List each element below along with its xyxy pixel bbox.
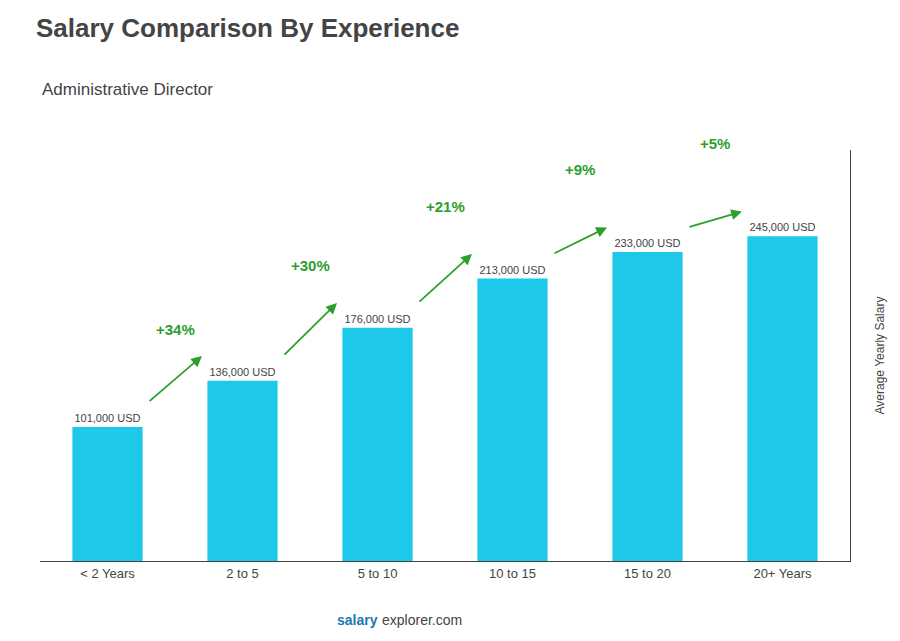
svg-text:< 2 Years: < 2 Years	[80, 566, 135, 581]
svg-text:213,000 USD: 213,000 USD	[479, 264, 545, 276]
svg-text:10 to 15: 10 to 15	[489, 566, 536, 581]
svg-text:+21%: +21%	[426, 198, 465, 215]
svg-text:+34%: +34%	[156, 321, 195, 338]
svg-text:explorer.com: explorer.com	[382, 612, 462, 628]
svg-text:+30%: +30%	[291, 257, 330, 274]
svg-text:20+ Years: 20+ Years	[753, 566, 812, 581]
svg-text:233,000 USD: 233,000 USD	[614, 237, 680, 249]
svg-text:Salary Comparison By Experienc: Salary Comparison By Experience	[36, 13, 459, 43]
svg-text:2 to 5: 2 to 5	[226, 566, 259, 581]
svg-text:Average Yearly Salary: Average Yearly Salary	[873, 297, 887, 415]
svg-text:5 to 10: 5 to 10	[358, 566, 398, 581]
svg-text:+9%: +9%	[565, 161, 595, 178]
svg-text:176,000 USD: 176,000 USD	[344, 313, 410, 325]
svg-text:245,000 USD: 245,000 USD	[749, 221, 815, 233]
svg-text:101,000 USD: 101,000 USD	[74, 412, 140, 424]
svg-text:136,000 USD: 136,000 USD	[209, 366, 275, 378]
svg-text:salary: salary	[337, 612, 378, 628]
svg-text:15 to 20: 15 to 20	[624, 566, 671, 581]
svg-text:Administrative Director: Administrative Director	[42, 80, 213, 99]
svg-text:+5%: +5%	[700, 135, 730, 152]
